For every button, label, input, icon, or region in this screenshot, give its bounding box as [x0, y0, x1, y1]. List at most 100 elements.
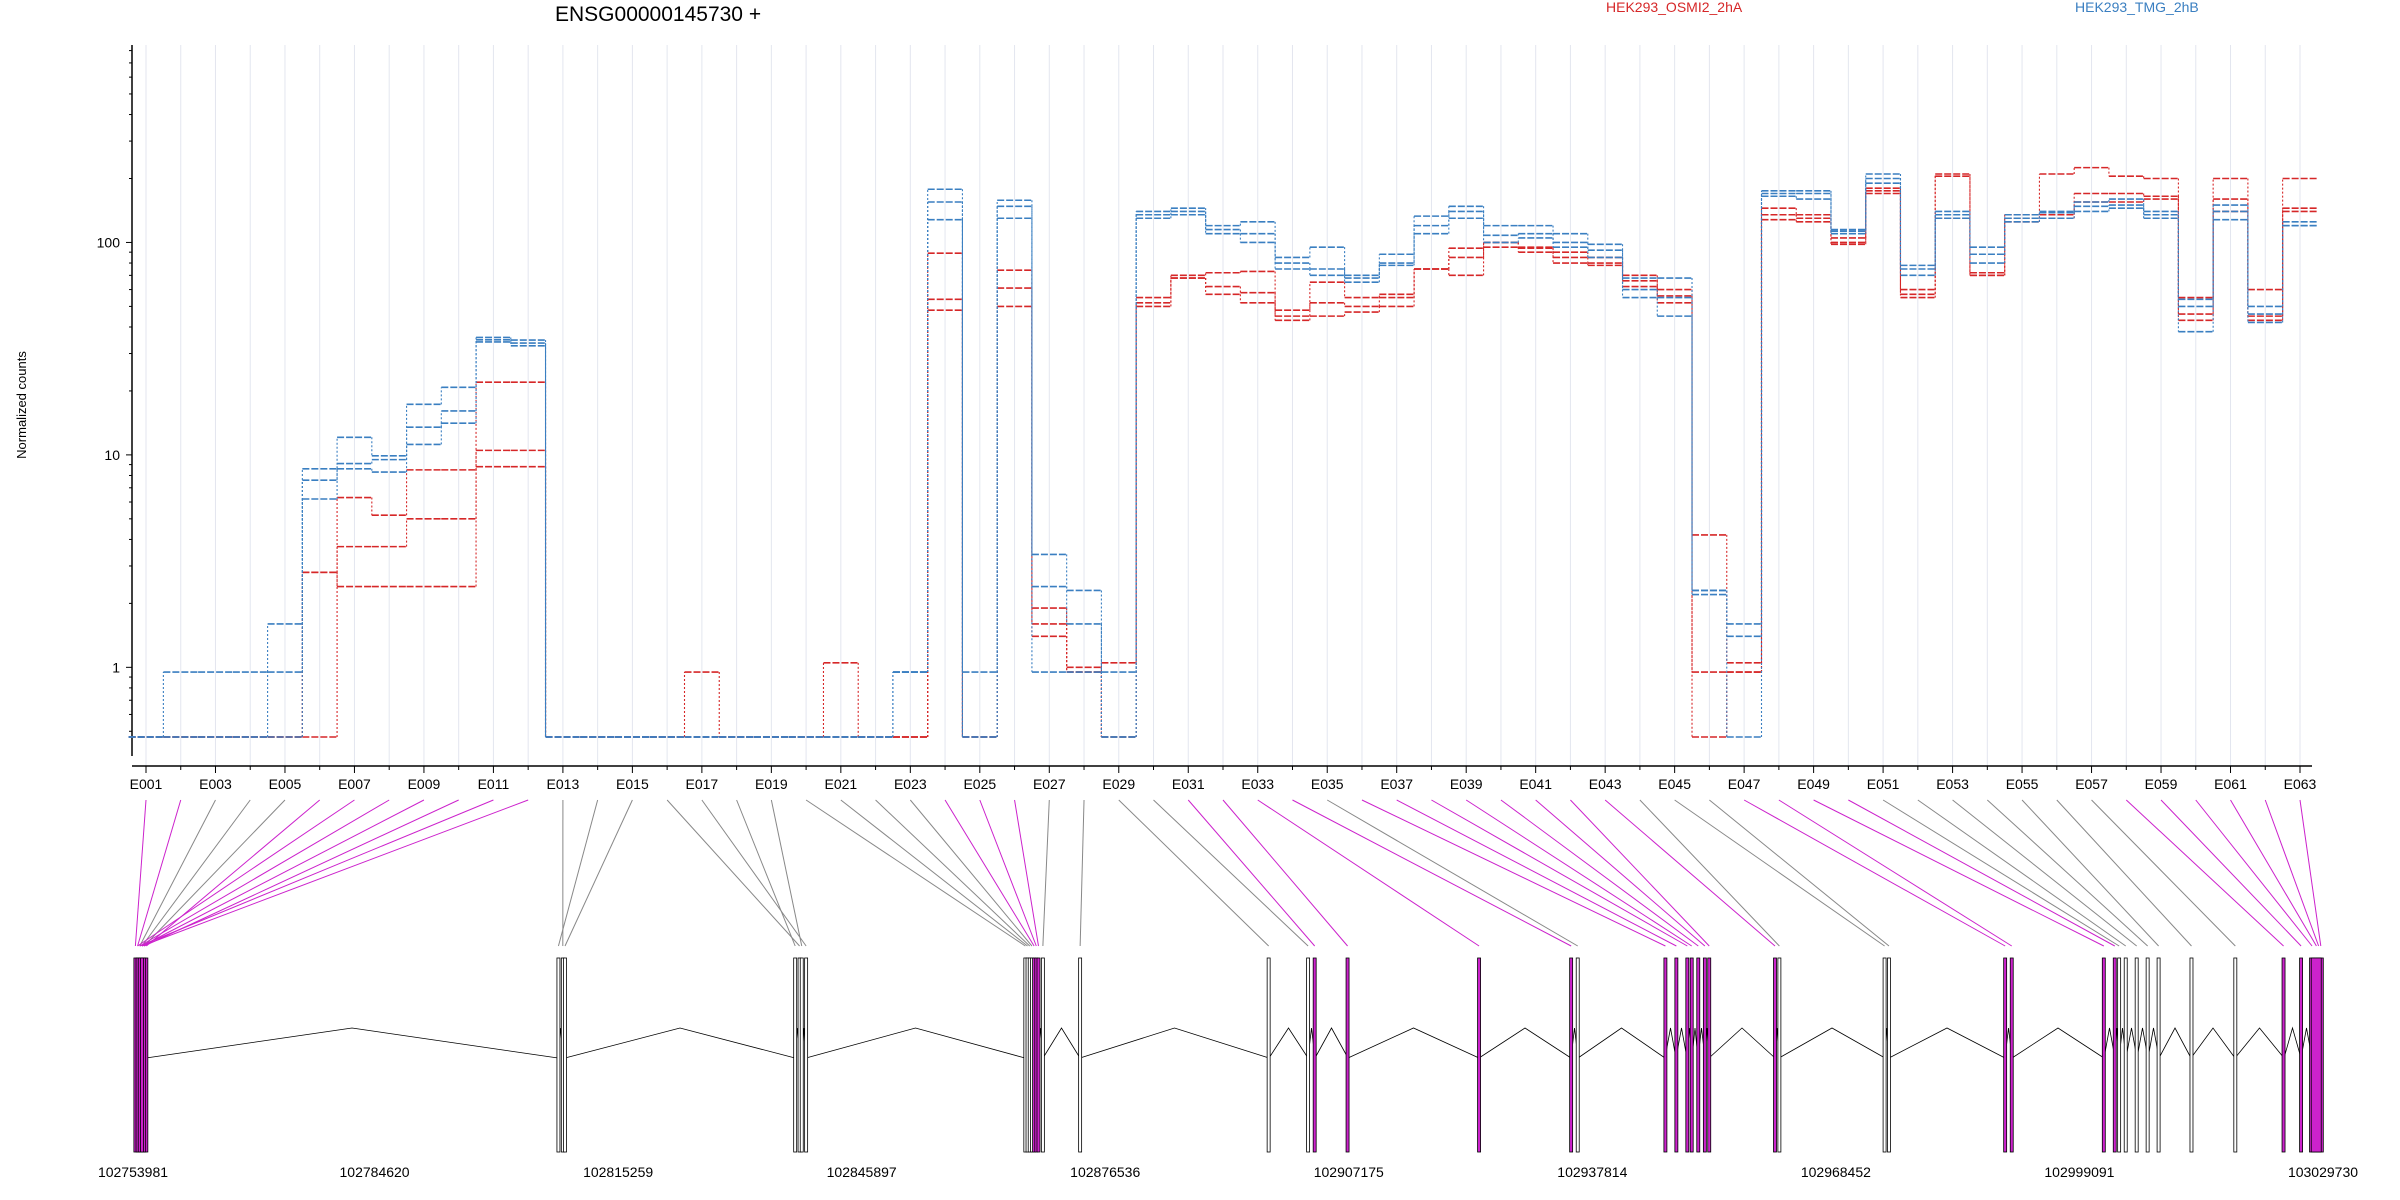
exon-block — [2123, 957, 2128, 1153]
exon-block — [563, 957, 567, 1153]
x-tick-label: E005 — [269, 776, 302, 792]
genomic-coordinate-label: 102999091 — [2044, 1164, 2114, 1180]
intron-line — [2011, 1027, 2105, 1059]
intron-line — [1347, 1027, 1480, 1059]
legend-label-osmi2: HEK293_OSMI2_2hA — [1606, 0, 1743, 15]
exon-connector — [1042, 799, 1050, 947]
exon-block-highlighted — [1685, 957, 1690, 1153]
exon-connector — [143, 799, 459, 947]
x-tick-label: E007 — [338, 776, 371, 792]
x-tick-label: E009 — [408, 776, 441, 792]
exon-block-highlighted — [1696, 957, 1701, 1153]
x-tick-label: E001 — [130, 776, 163, 792]
exon-connector — [1743, 799, 2006, 947]
intron-line — [1577, 1027, 1666, 1059]
exon-connector — [666, 799, 800, 947]
y-tick-label: 10 — [104, 447, 120, 463]
exon-block — [1882, 957, 1887, 1153]
exon-connector — [141, 799, 251, 947]
exon-connector — [564, 799, 633, 947]
x-tick-label: E047 — [1728, 776, 1761, 792]
x-tick-label: E041 — [1519, 776, 1552, 792]
exon-connector — [137, 799, 182, 947]
exon-block — [1777, 957, 1782, 1153]
chart-title: ENSG00000145730 + — [555, 3, 761, 26]
x-tick-label: E043 — [1589, 776, 1622, 792]
exon-connector — [875, 799, 1031, 947]
x-tick-label: E011 — [478, 776, 510, 792]
intron-line — [1042, 1027, 1081, 1059]
intron-line — [2283, 1026, 2302, 1059]
exon-connector — [141, 799, 529, 947]
exon-block-highlighted — [1663, 957, 1668, 1153]
exon-block — [2233, 957, 2238, 1153]
intron-line — [805, 1027, 1026, 1059]
y-ticks: 1 10 100 — [97, 50, 132, 732]
x-tick-label: E013 — [547, 776, 580, 792]
exon-connector — [1604, 799, 1776, 947]
exon-connector — [1361, 799, 1666, 947]
x-tick-label: E057 — [2075, 776, 2108, 792]
intron-line — [1478, 1027, 1572, 1059]
exon-block-highlighted — [2299, 957, 2303, 1153]
y-tick-label: 1 — [112, 659, 120, 675]
exon-connector — [2195, 799, 2313, 947]
x-tick-label: E023 — [894, 776, 927, 792]
exon-connector — [1153, 799, 1309, 947]
intron-line — [1888, 1027, 2006, 1059]
exon-connector — [139, 799, 494, 947]
exon-connector — [1674, 799, 1885, 947]
exon-connector — [1396, 799, 1677, 947]
genomic-coordinate-label: 102753981 — [98, 1164, 168, 1180]
x-tick-label: E053 — [1936, 776, 1969, 792]
x-tick-label: E035 — [1311, 776, 1344, 792]
gene-model: 102753981 102784620 102815259 102845897 1028… — [98, 957, 2358, 1180]
x-tick-label: E033 — [1241, 776, 1274, 792]
exon-block — [2134, 957, 2139, 1153]
genomic-coordinate-label: 102784620 — [340, 1164, 410, 1180]
x-tick-label: E025 — [963, 776, 996, 792]
exon-connector — [139, 799, 390, 947]
exon-block-highlighted — [1702, 957, 1707, 1153]
exon-block-highlighted — [140, 957, 144, 1153]
exon-connector — [2056, 799, 2192, 947]
x-tick-label: E017 — [686, 776, 719, 792]
exon-connector — [2230, 799, 2317, 947]
exon-block-highlighted — [2112, 957, 2117, 1153]
exon-block-highlighted — [1773, 957, 1777, 1153]
exon-block — [556, 957, 561, 1153]
x-tick-label: E019 — [755, 776, 788, 792]
x-tick-label: E037 — [1380, 776, 1413, 792]
exon-connector — [840, 799, 1028, 947]
exon-connector — [736, 799, 796, 947]
genomic-coordinate-label: 102968452 — [1801, 1164, 1871, 1180]
exon-connector — [1848, 799, 2116, 947]
exon-block-highlighted — [2009, 957, 2014, 1153]
series-line — [128, 182, 2318, 738]
x-tick-label: E003 — [199, 776, 232, 792]
exon-connector — [2021, 799, 2159, 947]
exon-connector — [979, 799, 1037, 947]
exon-connector — [2264, 799, 2320, 947]
exon-block — [799, 957, 804, 1153]
exon-block-highlighted — [1345, 957, 1350, 1153]
exon-block — [1266, 957, 1271, 1153]
exon-connector — [1257, 799, 1480, 947]
exon-connector — [1187, 799, 1316, 947]
genomic-coordinate-label: 102815259 — [583, 1164, 653, 1180]
legend-label-tmg: HEK293_TMG_2hB — [2075, 0, 2199, 15]
exon-connector — [1222, 799, 1348, 947]
genomic-coordinate-label: 102937814 — [1557, 1164, 1627, 1180]
exon-connector — [1500, 799, 1699, 947]
exon-connector — [1778, 799, 2013, 947]
x-tick-label: E039 — [1450, 776, 1483, 792]
terminal-exon-block — [2310, 957, 2322, 1153]
exon-block-highlighted — [2101, 957, 2106, 1153]
exon-connector — [2160, 799, 2302, 947]
x-tick-label: E061 — [2214, 776, 2247, 792]
exon-connector — [909, 799, 1033, 947]
x-tick-label: E063 — [2284, 776, 2317, 792]
exon-connector — [944, 799, 1035, 947]
exon-connector — [141, 799, 425, 947]
